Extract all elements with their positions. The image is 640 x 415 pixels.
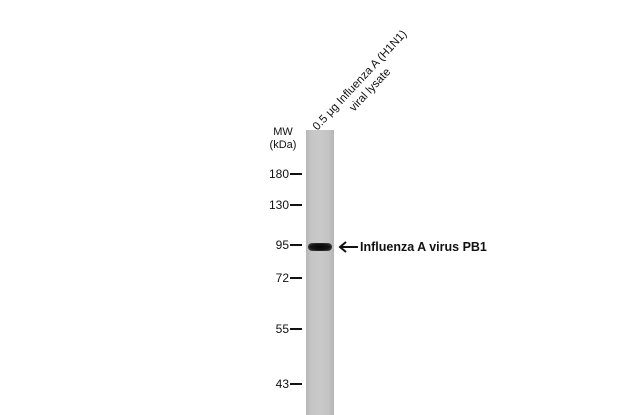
protein-band bbox=[308, 243, 332, 251]
band-label: Influenza A virus PB1 bbox=[360, 240, 487, 254]
marker-value: 72 bbox=[275, 271, 289, 285]
marker-tick bbox=[290, 328, 302, 330]
marker-72: 72 bbox=[240, 271, 304, 285]
lane-label: 0.5 μg Influenza A (H1N1) viral lysate bbox=[310, 28, 420, 144]
marker-43: 43 bbox=[240, 377, 304, 391]
mw-header-line2: (kDa) bbox=[269, 139, 297, 151]
left-arrow-icon bbox=[338, 241, 358, 253]
marker-tick bbox=[290, 277, 302, 279]
marker-value: 95 bbox=[275, 238, 289, 252]
marker-55: 55 bbox=[240, 322, 304, 336]
marker-95: 95 bbox=[240, 238, 304, 252]
marker-180: 180 bbox=[240, 167, 304, 181]
marker-value: 55 bbox=[275, 322, 289, 336]
mw-header: MW (kDa) bbox=[268, 126, 298, 152]
gel-lane bbox=[306, 130, 334, 415]
marker-tick bbox=[290, 173, 302, 175]
marker-value: 180 bbox=[268, 167, 289, 181]
marker-tick bbox=[290, 204, 302, 206]
mw-header-line1: MW bbox=[273, 126, 293, 138]
marker-130: 130 bbox=[240, 198, 304, 212]
marker-tick bbox=[290, 383, 302, 385]
marker-value: 43 bbox=[275, 377, 289, 391]
lane-label-line2: viral lysate bbox=[347, 66, 394, 115]
marker-tick bbox=[290, 244, 302, 246]
lane-label-line1: 0.5 μg Influenza A (H1N1) bbox=[310, 28, 410, 133]
marker-value: 130 bbox=[268, 198, 289, 212]
